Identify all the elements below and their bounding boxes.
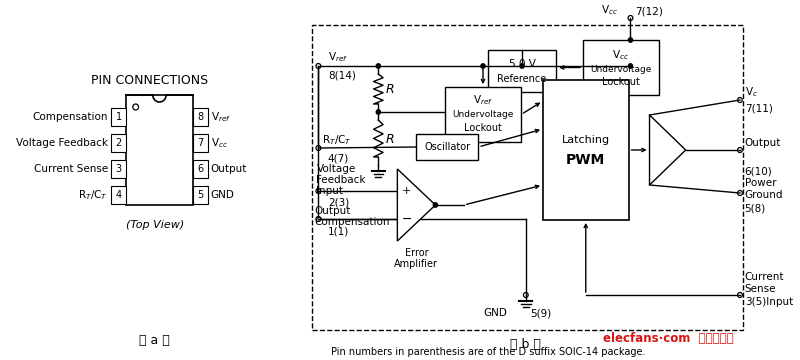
Bar	[312, 25, 742, 330]
Text: GND: GND	[483, 308, 506, 318]
Text: Oscillator: Oscillator	[424, 142, 470, 152]
Text: Power: Power	[745, 178, 776, 188]
Text: 5(8): 5(8)	[745, 203, 766, 213]
Circle shape	[434, 203, 438, 207]
Polygon shape	[398, 169, 435, 241]
Circle shape	[520, 64, 524, 68]
Text: V$_{cc}$: V$_{cc}$	[211, 136, 228, 150]
Text: 2(3): 2(3)	[328, 197, 349, 207]
Text: 3(5)Input: 3(5)Input	[745, 297, 793, 307]
Text: Current: Current	[745, 272, 784, 282]
Bar	[126, 95, 193, 205]
Text: Output: Output	[745, 138, 781, 148]
Text: Reference: Reference	[498, 74, 546, 84]
Text: V$_{ref}$: V$_{ref}$	[473, 93, 493, 107]
Text: V$_c$: V$_c$	[745, 85, 758, 99]
Text: Voltage Feedback: Voltage Feedback	[16, 138, 108, 148]
Bar	[193, 108, 208, 126]
Circle shape	[376, 64, 381, 68]
Text: (Top View): (Top View)	[126, 220, 184, 230]
Text: 1: 1	[115, 112, 122, 122]
Bar	[111, 160, 126, 178]
Text: （ b ）: （ b ）	[510, 338, 542, 351]
Text: Voltage: Voltage	[317, 164, 356, 174]
Text: 6(10): 6(10)	[745, 166, 773, 176]
Text: Input: Input	[317, 186, 343, 196]
Text: PIN CONNECTIONS: PIN CONNECTIONS	[91, 73, 209, 86]
Text: 8(14): 8(14)	[328, 70, 356, 80]
Text: 7(12): 7(12)	[635, 6, 663, 16]
Text: Compensation: Compensation	[314, 217, 390, 227]
Text: Output: Output	[211, 164, 247, 174]
Text: R: R	[386, 82, 394, 95]
Polygon shape	[650, 115, 686, 185]
Text: V$_{ref}$: V$_{ref}$	[211, 110, 231, 124]
Bar	[111, 134, 126, 152]
Text: 1(1): 1(1)	[328, 227, 349, 237]
Text: Error: Error	[405, 248, 428, 258]
Text: V$_{ref}$: V$_{ref}$	[328, 50, 348, 64]
Text: Feedback: Feedback	[317, 175, 366, 185]
Bar	[445, 87, 521, 142]
Text: Ground: Ground	[745, 190, 783, 200]
Text: Amplifier: Amplifier	[394, 259, 438, 269]
Text: 4: 4	[115, 190, 122, 200]
Text: Undervoltage: Undervoltage	[590, 64, 652, 73]
Text: 5.0 V: 5.0 V	[509, 59, 535, 69]
Circle shape	[629, 64, 633, 68]
Text: Lockout: Lockout	[602, 77, 640, 87]
Text: 5(9): 5(9)	[530, 308, 552, 318]
Text: GND: GND	[211, 190, 234, 200]
Bar	[193, 160, 208, 178]
Text: R$_T$/C$_T$: R$_T$/C$_T$	[78, 188, 108, 202]
Text: PWM: PWM	[566, 153, 606, 167]
Text: Sense: Sense	[745, 284, 776, 294]
Text: R$_T$/C$_T$: R$_T$/C$_T$	[322, 133, 352, 147]
Text: Lockout: Lockout	[464, 123, 502, 133]
Text: V$_{cc}$: V$_{cc}$	[613, 48, 630, 62]
Text: V$_{cc}$: V$_{cc}$	[601, 3, 618, 17]
Bar	[111, 186, 126, 204]
Bar	[583, 40, 659, 95]
Bar	[111, 108, 126, 126]
Text: Undervoltage: Undervoltage	[452, 109, 514, 118]
Text: +: +	[402, 186, 411, 196]
Text: 4(7): 4(7)	[328, 153, 349, 163]
Text: Output: Output	[314, 206, 351, 216]
Text: 3: 3	[115, 164, 122, 174]
Bar	[416, 134, 478, 160]
Circle shape	[481, 64, 485, 68]
Bar	[543, 80, 629, 220]
Text: 7: 7	[198, 138, 203, 148]
Text: 2: 2	[115, 138, 122, 148]
Bar	[193, 134, 208, 152]
Text: （ a ）: （ a ）	[139, 333, 170, 346]
Text: 8: 8	[198, 112, 203, 122]
Text: elecfans·com  电子发烧友: elecfans·com 电子发烧友	[603, 332, 734, 345]
Text: Latching: Latching	[562, 135, 610, 145]
Text: 7(11): 7(11)	[745, 103, 773, 113]
Text: R: R	[386, 132, 394, 145]
Text: Compensation: Compensation	[33, 112, 108, 122]
Text: 5: 5	[198, 190, 203, 200]
Text: Pin numbers in parenthesis are of the D suffix SOIC-14 package.: Pin numbers in parenthesis are of the D …	[330, 347, 645, 357]
Text: Current Sense: Current Sense	[34, 164, 108, 174]
Circle shape	[629, 38, 633, 42]
Bar	[193, 186, 208, 204]
Bar	[488, 50, 556, 92]
Circle shape	[376, 110, 381, 114]
Text: 6: 6	[198, 164, 203, 174]
Text: −: −	[402, 212, 412, 225]
